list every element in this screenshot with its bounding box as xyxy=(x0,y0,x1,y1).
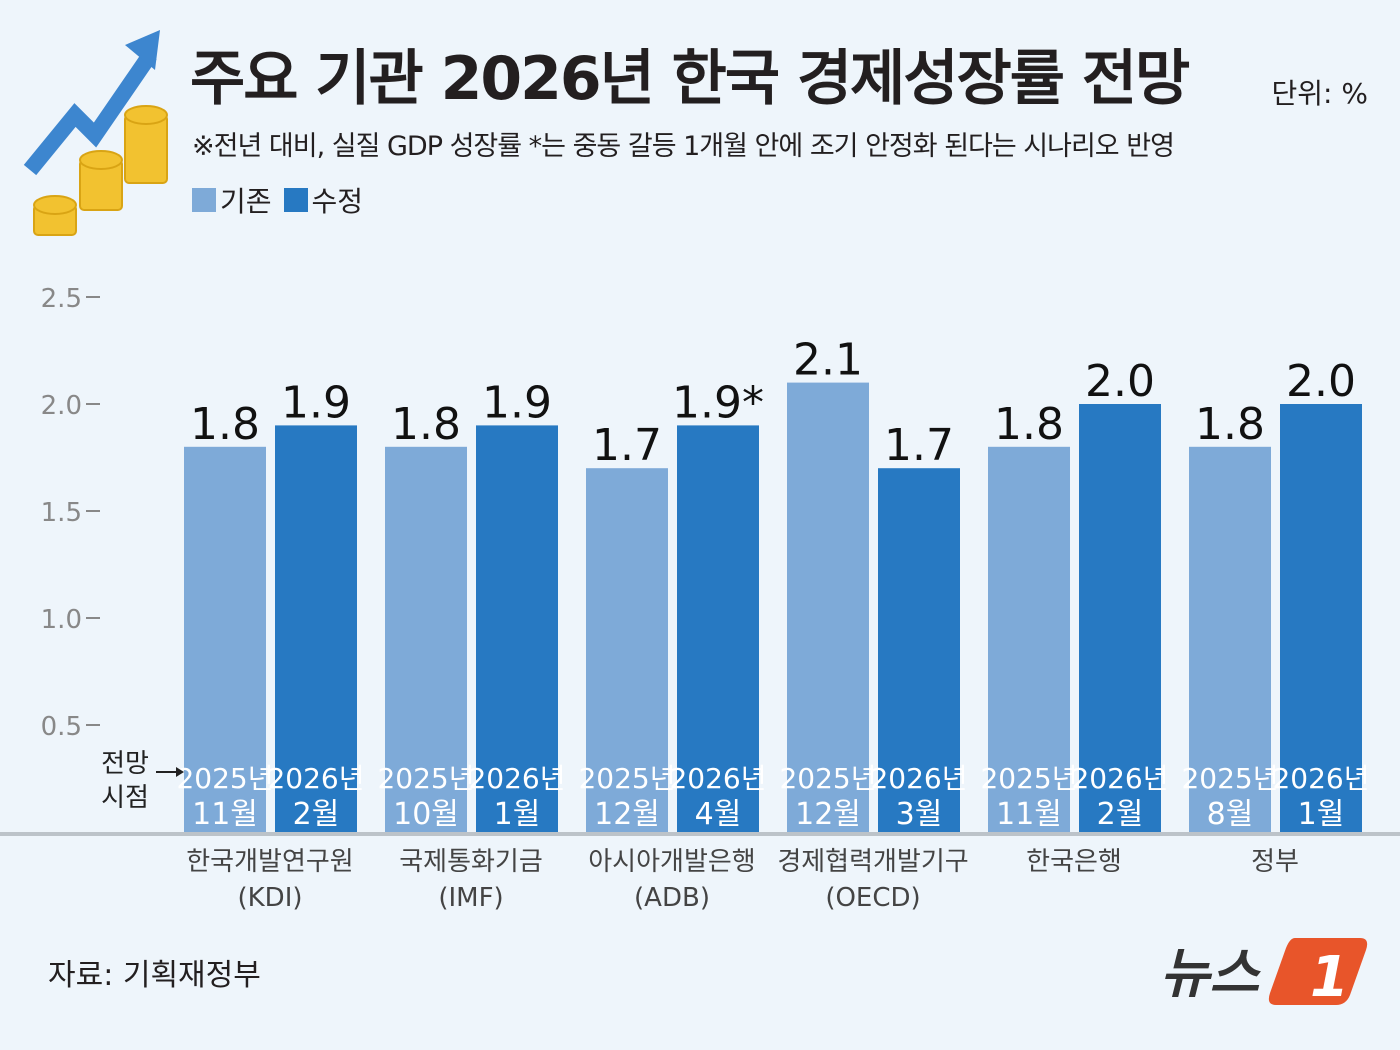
date-month: 8월 xyxy=(1207,797,1254,832)
date-month: 10월 xyxy=(393,797,459,832)
data-label: 1.9 xyxy=(482,377,552,428)
date-year: 2025년 xyxy=(980,762,1077,795)
date-year: 2026년 xyxy=(1071,762,1168,795)
date-month: 2월 xyxy=(293,797,340,832)
bar-chart: 0.51.01.52.02.51.82025년11월1.92026년2월한국개발… xyxy=(0,284,1400,913)
news1-logo: 뉴스 1 xyxy=(1160,938,1368,1010)
source-note: 자료: 기획재정부 xyxy=(48,958,261,993)
data-label: 1.7 xyxy=(592,420,662,471)
svg-text:뉴스: 뉴스 xyxy=(1160,942,1262,1005)
bar-existing xyxy=(1189,446,1271,832)
data-label: 1.8 xyxy=(1195,399,1265,450)
y-tick-label: 0.5 xyxy=(41,712,82,742)
data-label: 1.9* xyxy=(672,377,764,428)
data-label: 1.8 xyxy=(994,399,1064,450)
y-tick-label: 1.0 xyxy=(41,605,82,635)
baseline xyxy=(0,832,1400,836)
x-tick-label-sub: (KDI) xyxy=(237,883,302,913)
date-month: 2월 xyxy=(1097,797,1144,832)
date-month: 12월 xyxy=(594,797,660,832)
date-month: 1월 xyxy=(494,797,541,832)
svg-text:1: 1 xyxy=(1310,945,1349,1010)
legend-swatch-existing xyxy=(192,188,216,212)
arrow-head-icon xyxy=(176,767,184,777)
bar-revised xyxy=(878,468,960,832)
forecast-label: 전망 xyxy=(101,749,149,779)
date-year: 2025년 xyxy=(779,762,876,795)
x-tick-label: 경제협력개발기구 xyxy=(777,847,968,877)
growth-coins-icon xyxy=(23,30,168,236)
data-label: 2.1 xyxy=(793,335,863,386)
bar-revised xyxy=(1079,404,1161,832)
date-month: 4월 xyxy=(695,797,742,832)
date-year: 2025년 xyxy=(578,762,675,795)
bar-existing xyxy=(988,446,1070,832)
date-month: 11월 xyxy=(192,797,258,832)
bar-existing xyxy=(385,446,467,832)
date-year: 2026년 xyxy=(468,762,565,795)
bar-existing xyxy=(184,446,266,832)
bar-existing xyxy=(787,382,869,832)
x-tick-label-sub: (OECD) xyxy=(825,883,920,913)
date-year: 2025년 xyxy=(176,762,273,795)
date-year: 2026년 xyxy=(870,762,967,795)
data-label: 2.0 xyxy=(1085,356,1155,407)
date-year: 2026년 xyxy=(267,762,364,795)
x-tick-label: 한국은행 xyxy=(1026,847,1122,877)
bar-revised xyxy=(275,425,357,832)
date-month: 3월 xyxy=(896,797,943,832)
unit-label: 단위: % xyxy=(1271,77,1368,110)
x-tick-label: 국제통화기금 xyxy=(399,847,543,877)
date-month: 12월 xyxy=(795,797,861,832)
legend-label-existing: 기존 xyxy=(220,185,272,218)
bar-revised xyxy=(1280,404,1362,832)
x-tick-label: 아시아개발은행 xyxy=(588,847,755,877)
data-label: 1.7 xyxy=(884,420,954,471)
bar-revised xyxy=(677,425,759,832)
legend-swatch-revised xyxy=(283,188,308,212)
date-month: 1월 xyxy=(1298,797,1345,832)
x-tick-label: 한국개발연구원 xyxy=(186,847,353,877)
data-label: 1.8 xyxy=(190,399,260,450)
x-tick-label: 정부 xyxy=(1251,847,1299,877)
bar-revised xyxy=(476,425,558,832)
bar-existing xyxy=(586,468,668,832)
date-year: 2026년 xyxy=(669,762,766,795)
y-tick-label: 1.5 xyxy=(41,498,82,528)
y-tick-label: 2.5 xyxy=(41,284,82,314)
forecast-label: 시점 xyxy=(101,783,149,813)
legend-label-revised: 수정 xyxy=(311,185,364,218)
legend: 기존 수정 xyxy=(192,180,363,220)
x-tick-label-sub: (IMF) xyxy=(438,883,503,913)
y-tick-label: 2.0 xyxy=(41,391,82,421)
data-label: 1.8 xyxy=(391,399,461,450)
date-month: 11월 xyxy=(996,797,1062,832)
data-label: 1.9 xyxy=(281,377,351,428)
date-year: 2025년 xyxy=(377,762,474,795)
date-year: 2025년 xyxy=(1181,762,1278,795)
date-year: 2026년 xyxy=(1272,762,1369,795)
x-tick-label-sub: (ADB) xyxy=(634,883,710,913)
data-label: 2.0 xyxy=(1286,356,1356,407)
subtitle: ※전년 대비, 실질 GDP 성장률 *는 중동 갈등 1개월 안에 조기 안정… xyxy=(192,131,1175,162)
page-title: 주요 기관 2026년 한국 경제성장률 전망 xyxy=(190,44,1190,114)
